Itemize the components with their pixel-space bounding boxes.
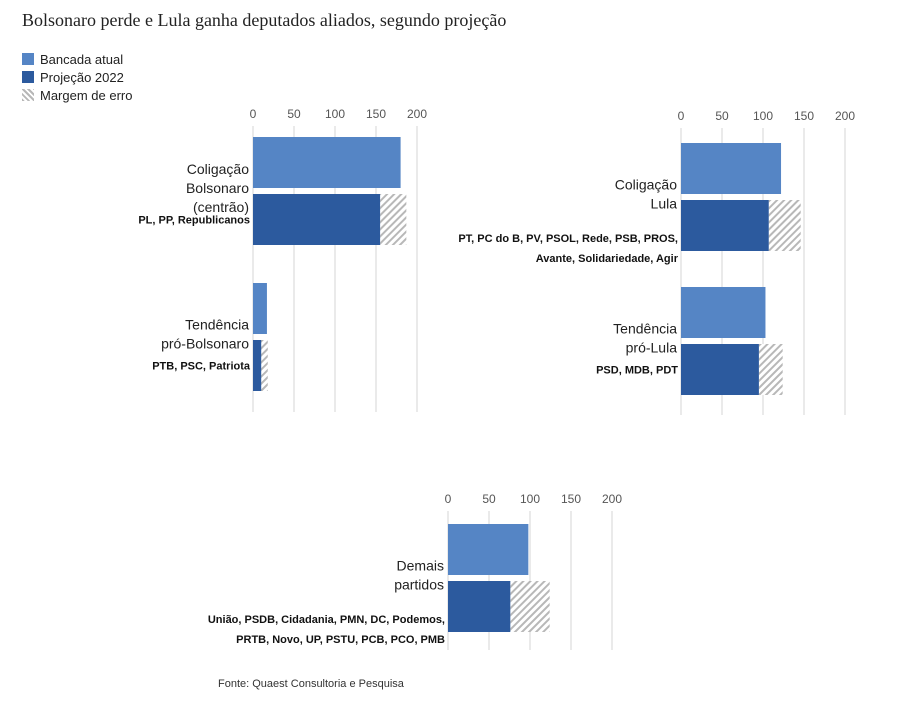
bar-margem: [510, 581, 550, 632]
legend: Bancada atual Projeção 2022 Margem de er…: [22, 50, 132, 104]
bar-margem: [768, 200, 801, 251]
party-list-line: PRTB, Novo, UP, PSTU, PCB, PCO, PMB: [236, 634, 445, 646]
party-list: União, PSDB, Cidadania, PMN, DC, Podemos…: [208, 614, 445, 646]
tick-label: 100: [753, 109, 773, 123]
tick-label: 0: [250, 107, 257, 121]
group-label-line: Coligação: [187, 161, 249, 177]
source-note: Fonte: Quaest Consultoria e Pesquisa: [218, 678, 404, 690]
party-list: PT, PC do B, PV, PSOL, Rede, PSB, PROS, A…: [458, 233, 678, 265]
bar-atual: [681, 143, 782, 194]
group-label-line: Lula: [651, 196, 678, 212]
group-label-line: Coligação: [615, 177, 677, 193]
bar-margem: [758, 344, 783, 395]
group-label-line: Tendência: [185, 317, 249, 333]
legend-item-projecao: Projeção 2022: [22, 68, 132, 86]
tick-label: 200: [602, 492, 622, 506]
group-label: Tendência pró-Bolsonaro: [161, 317, 249, 352]
bar-atual: [253, 137, 401, 188]
legend-label-margem: Margem de erro: [40, 87, 133, 103]
party-list-line: PTB, PSC, Patriota: [152, 361, 251, 373]
bar-projecao: [681, 200, 769, 251]
tick-label: 100: [520, 492, 540, 506]
chart-panel-2: 0 50 100 150 200 Coligação Lula PT, PC do B, PV…: [458, 109, 855, 415]
group-label: Demais partidos: [394, 558, 444, 593]
group-label-line: Demais: [397, 558, 444, 574]
party-list-line: Avante, Solidariedade, Agir: [536, 253, 679, 265]
tick-label: 150: [366, 107, 386, 121]
group-label-line: partidos: [394, 577, 444, 593]
group-label-line: Bolsonaro: [186, 180, 249, 196]
tick-label: 50: [287, 107, 301, 121]
legend-swatch-margem: [22, 89, 34, 101]
legend-item-margem: Margem de erro: [22, 86, 132, 104]
tick-label: 150: [561, 492, 581, 506]
bar-projecao: [681, 344, 759, 395]
party-list-line: PL, PP, Republicanos: [138, 215, 250, 227]
chart-panel-3: 0 50 100 150 200 Demais partidos União, PSDB, C…: [208, 492, 622, 650]
legend-label-projecao: Projeção 2022: [40, 69, 124, 85]
tick-label: 0: [678, 109, 685, 123]
group-label-line: pró-Bolsonaro: [161, 336, 249, 352]
tick-label: 50: [482, 492, 496, 506]
party-list-line: PSD, MDB, PDT: [596, 365, 678, 377]
group-label-line: pró-Lula: [626, 340, 678, 356]
tick-label: 200: [407, 107, 427, 121]
bar-projecao: [253, 340, 262, 391]
party-list: PL, PP, Republicanos: [138, 215, 250, 227]
tick-label: 50: [715, 109, 729, 123]
legend-swatch-atual: [22, 53, 34, 65]
bar-projecao: [253, 194, 381, 245]
tick-label: 100: [325, 107, 345, 121]
group-label-line: (centrão): [193, 199, 249, 215]
chart-title: Bolsonaro perde e Lula ganha deputados a…: [22, 10, 507, 30]
group-label: Tendência pró-Lula: [613, 321, 677, 356]
tick-label: 0: [445, 492, 452, 506]
bar-atual: [253, 283, 267, 334]
bar-atual: [448, 524, 529, 575]
tick-label: 150: [794, 109, 814, 123]
bar-margem: [259, 340, 268, 391]
bar-projecao: [448, 581, 511, 632]
legend-label-atual: Bancada atual: [40, 51, 124, 67]
tick-label: 200: [835, 109, 855, 123]
bar-margem: [380, 194, 407, 245]
group-label-line: Tendência: [613, 321, 677, 337]
party-list-line: União, PSDB, Cidadania, PMN, DC, Podemos…: [208, 614, 445, 626]
bar-atual: [681, 287, 766, 338]
legend-item-atual: Bancada atual: [22, 50, 132, 68]
party-list: PTB, PSC, Patriota: [152, 361, 251, 373]
group-label: Coligação Bolsonaro (centrão): [186, 161, 249, 215]
party-list-line: PT, PC do B, PV, PSOL, Rede, PSB, PROS,: [458, 233, 678, 245]
legend-swatch-projecao: [22, 71, 34, 83]
party-list: PSD, MDB, PDT: [596, 365, 678, 377]
group-label: Coligação Lula: [615, 177, 677, 212]
